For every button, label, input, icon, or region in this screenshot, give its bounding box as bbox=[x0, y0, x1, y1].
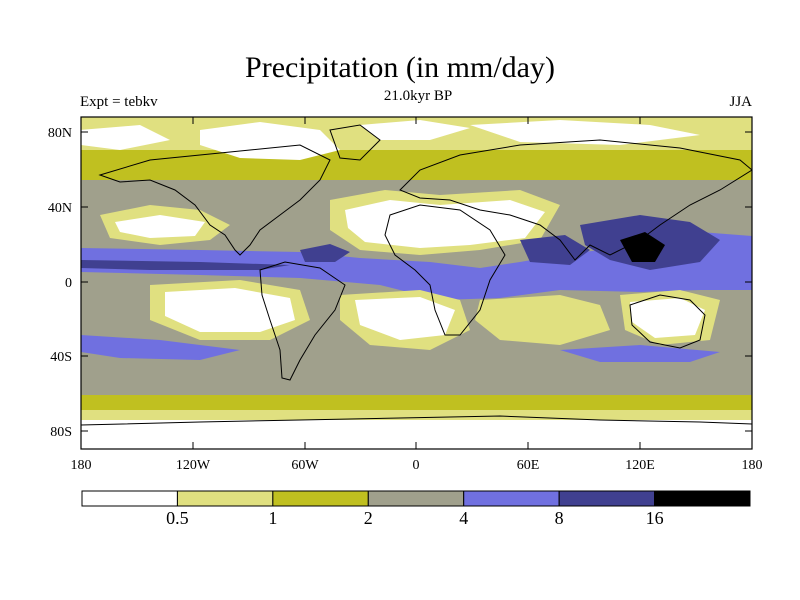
season-label: JJA bbox=[729, 94, 752, 110]
storm-track-south-indian bbox=[560, 345, 720, 362]
dry-arctic-eurasia bbox=[470, 120, 700, 145]
lon-label-180w: 180 bbox=[71, 458, 92, 473]
colorbar-swatch bbox=[81, 490, 178, 507]
lon-axis: 180 120W 60W 0 60E 120E 180 bbox=[71, 117, 763, 473]
lat-label-40s: 40S bbox=[50, 350, 72, 365]
colorbar-label: 1 bbox=[268, 508, 277, 528]
lat-axis: 80N 40N 0 40S 80S bbox=[48, 126, 752, 440]
colorbar-swatch bbox=[176, 490, 274, 507]
colorbar-swatch bbox=[654, 490, 751, 507]
itcz-wet-band bbox=[81, 232, 752, 300]
wet-core-india bbox=[520, 235, 590, 265]
monsoon-max-philippines bbox=[620, 232, 665, 262]
colorbar-swatch bbox=[463, 490, 560, 507]
subtrop-north-pacific-dry bbox=[115, 215, 205, 238]
lat-label-80n: 80N bbox=[48, 126, 72, 141]
colorbar-swatch bbox=[367, 490, 465, 507]
coast-greenland bbox=[329, 124, 381, 161]
lon-label-120w: 120W bbox=[176, 458, 211, 473]
colorbar-swatch bbox=[558, 490, 656, 507]
coast-north-america bbox=[98, 144, 331, 256]
coast-eurasia bbox=[399, 139, 752, 261]
coast-antarctica bbox=[81, 415, 752, 426]
itcz-core-pacific bbox=[81, 260, 290, 270]
wet-core-caribbean bbox=[300, 244, 350, 262]
coast-australia bbox=[629, 294, 706, 349]
dry-arctic-pacific bbox=[81, 125, 170, 150]
storm-track-south-pacific bbox=[81, 335, 240, 360]
subtrop-south-pacific-dry bbox=[165, 288, 295, 332]
plot-subtitle: 21.0kyr BP bbox=[383, 88, 453, 104]
lat-label-80s: 80S bbox=[50, 425, 72, 440]
lon-label-60w: 60W bbox=[291, 458, 319, 473]
dry-arctic-atlantic bbox=[360, 120, 470, 140]
colorbar-label: 16 bbox=[646, 508, 664, 528]
south-indian-light bbox=[475, 295, 610, 345]
plot-title: Precipitation (in mm/day) bbox=[245, 51, 555, 84]
coast-africa bbox=[384, 204, 506, 336]
lon-label-60e: 60E bbox=[517, 458, 540, 473]
colorbar-swatch bbox=[272, 490, 369, 507]
colorbar: 0.5 1 2 4 8 16 bbox=[81, 490, 751, 528]
band-north-midlat bbox=[81, 150, 752, 180]
south-atlantic-dry bbox=[355, 297, 455, 340]
lat-label-40n: 40N bbox=[48, 201, 72, 216]
colorbar-label: 8 bbox=[555, 508, 564, 528]
lat-label-0: 0 bbox=[65, 276, 72, 291]
colorbar-label: 2 bbox=[364, 508, 373, 528]
coast-south-america bbox=[259, 261, 346, 381]
lon-label-120e: 120E bbox=[625, 458, 655, 473]
colorbar-label: 4 bbox=[459, 508, 468, 528]
dry-arctic-canada bbox=[200, 122, 340, 160]
experiment-label: Expt = tebkv bbox=[80, 94, 158, 110]
lon-label-180e: 180 bbox=[742, 458, 763, 473]
australia-dry bbox=[630, 298, 705, 338]
colorbar-label: 0.5 bbox=[166, 508, 189, 528]
coastlines bbox=[81, 124, 752, 426]
precipitation-field bbox=[81, 117, 752, 449]
lon-label-0: 0 bbox=[413, 458, 420, 473]
